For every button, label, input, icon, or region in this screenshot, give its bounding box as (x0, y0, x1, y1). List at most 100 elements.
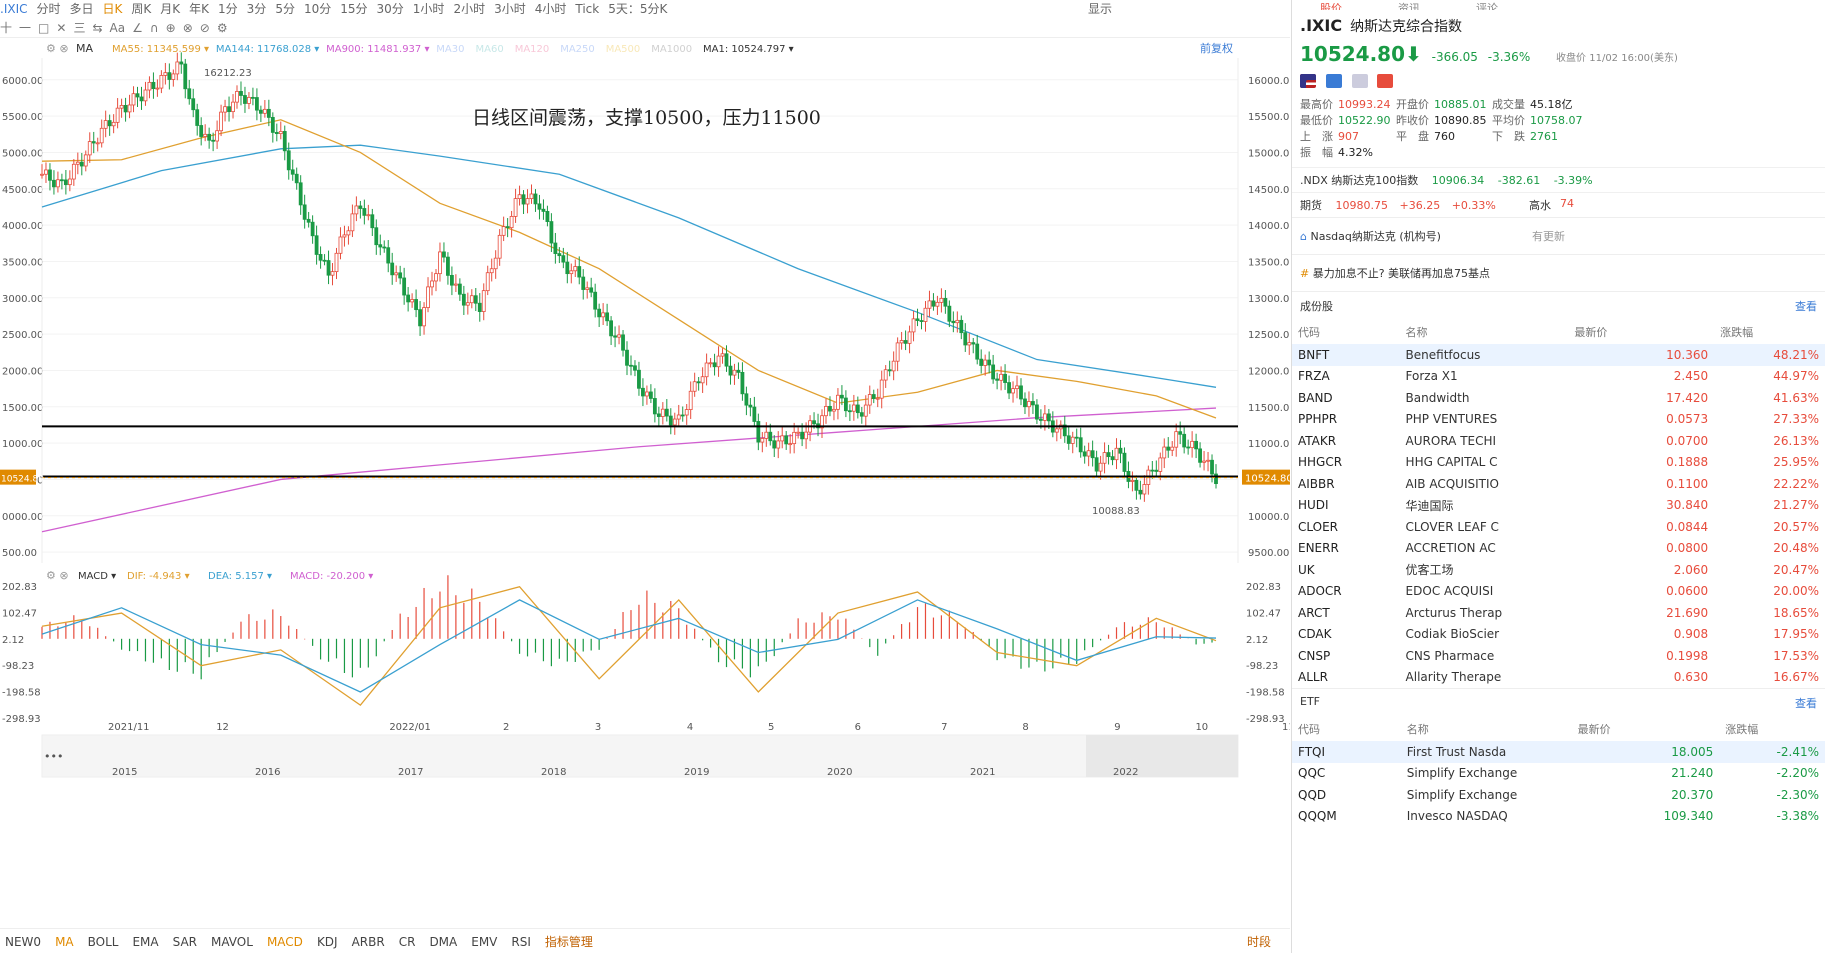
etf-more-link[interactable]: 查看 (1795, 697, 1817, 710)
side-tab[interactable]: 股价 (1320, 2, 1342, 10)
drawing-tool-icon[interactable]: 三 (73, 21, 86, 35)
drawing-tool-icon[interactable]: ⊕ (165, 21, 176, 35)
column-header[interactable]: 代码 (1298, 723, 1320, 736)
indicator-tab[interactable]: MAVOL (211, 935, 253, 949)
table-row[interactable]: HUDI 华迪国际 30.840 21.27% (1292, 495, 1825, 517)
column-header[interactable]: 名称 (1406, 723, 1429, 736)
column-header[interactable]: 名称 (1405, 326, 1428, 339)
document-icon[interactable] (1351, 74, 1368, 88)
symbol-label[interactable]: .IXIC (0, 2, 28, 14)
period-tab[interactable]: 5天：5分K (608, 2, 668, 14)
table-row[interactable]: UK 优客工场 2.060 20.47% (1292, 559, 1825, 581)
table-row[interactable]: CLOER CLOVER LEAF C 0.0844 20.57% (1292, 516, 1825, 538)
table-row[interactable]: CDAK Codiak BioScier 0.908 17.95% (1292, 624, 1825, 646)
candle-body (549, 221, 554, 244)
drawing-tool-icon[interactable]: 一 (19, 21, 32, 35)
indicator-tab[interactable]: ARBR (351, 935, 385, 949)
institution-row[interactable]: ⌂ Nasdaq纳斯达克 (机构号) 有更新 (1292, 217, 1825, 254)
table-row[interactable]: PPHPR PHP VENTURES 0.0573 27.33% (1292, 409, 1825, 431)
session-button[interactable]: 时段 (1246, 935, 1271, 949)
period-tab[interactable]: 2小时 (453, 2, 486, 14)
table-row[interactable]: ATAKR AURORA TECHI 0.0700 26.13% (1292, 430, 1825, 452)
column-header[interactable]: 涨跌幅 (1725, 723, 1759, 736)
drawing-tool-icon[interactable]: ⚙ (216, 21, 228, 35)
period-tab[interactable]: 30分 (376, 2, 404, 14)
drawing-tool-icon[interactable]: ∠ (132, 21, 143, 35)
ma-legend-item: MA30 (436, 44, 464, 55)
table-row[interactable]: BAND Bandwidth 17.420 41.63% (1292, 387, 1825, 409)
period-tab[interactable]: 3小时 (494, 2, 526, 14)
x-axis-label: 2 (503, 722, 509, 733)
ndx-row[interactable]: .NDX 纳斯达克100指数 10906.34 -382.61 -3.39% (1292, 167, 1825, 192)
table-row[interactable]: ARCT Arcturus Therap 21.690 18.65% (1292, 602, 1825, 624)
indicator-tab[interactable]: KDJ (316, 935, 338, 949)
period-tab[interactable]: 1小时 (412, 2, 445, 14)
constituents-more-link[interactable]: 查看 (1795, 300, 1817, 313)
indicator-tab[interactable]: BOLL (87, 935, 119, 949)
column-header[interactable]: 最新价 (1574, 326, 1608, 339)
drawing-tool-icon[interactable]: □ (38, 21, 50, 35)
indicator-tab[interactable]: NEW0 (5, 935, 42, 949)
period-tab[interactable]: 5分 (275, 2, 295, 14)
indicator-tab[interactable]: DMA (429, 935, 458, 949)
table-row[interactable]: FTQI First Trust Nasda 18.005 -2.41% (1292, 741, 1825, 763)
table-row[interactable]: QQC Simplify Exchange 21.240 -2.20% (1292, 763, 1825, 785)
display-menu[interactable]: 显示 (1088, 2, 1113, 14)
drawing-tool-icon[interactable]: ⊗ (182, 21, 193, 35)
indicator-tab[interactable]: MA (55, 935, 74, 949)
candle-body (1130, 479, 1135, 482)
period-tab[interactable]: 日K (102, 2, 123, 14)
drawing-tool-icon[interactable]: ✕ (56, 21, 67, 35)
column-header[interactable]: 代码 (1298, 326, 1320, 339)
macd-tick-left: 202.83 (2, 582, 37, 593)
period-tab[interactable]: 月K (160, 2, 181, 14)
heart-icon[interactable] (1377, 74, 1394, 88)
kline-chart[interactable]: ⚙ ⊗ MA MA55: 11345.599 ▾ MA144: 11768.028 ▾… (0, 38, 1290, 928)
futures-row[interactable]: 期货 10980.75 +36.25 +0.33% 高水 74 (1292, 192, 1825, 217)
indicator-tab[interactable]: MACD (266, 935, 303, 949)
side-tab[interactable]: 资讯 (1398, 2, 1420, 10)
table-row[interactable]: ALLR Allarity Therape 0.630 16.67% (1292, 667, 1825, 689)
period-tab[interactable]: 10分 (303, 2, 332, 14)
table-row[interactable]: ADOCR EDOC ACQUISI 0.0600 20.00% (1292, 581, 1825, 603)
period-tab[interactable]: 年K (189, 2, 210, 14)
drawing-tool-icon[interactable]: Aa (109, 21, 126, 35)
period-tab[interactable]: 4小时 (534, 2, 567, 14)
drawing-tool-icon[interactable]: ⊘ (199, 21, 210, 35)
period-tab[interactable]: 分时 (36, 2, 61, 14)
table-row[interactable]: HHGCR HHG CAPITAL C 0.1888 25.95% (1292, 452, 1825, 474)
row-price: 0.0800 (1666, 541, 1709, 556)
indicator-tab[interactable]: EMV (471, 935, 498, 949)
table-row[interactable]: QQD Simplify Exchange 20.370 -2.30% (1292, 784, 1825, 806)
period-tab[interactable]: Tick (575, 2, 600, 14)
drawing-tool-icon[interactable]: ⇆ (92, 21, 103, 35)
lightning-icon[interactable] (1325, 74, 1342, 88)
table-row[interactable]: CNSP CNS Pharmace 0.1998 17.53% (1292, 645, 1825, 667)
table-row[interactable]: ENERR ACCRETION AC 0.0800 20.48% (1292, 538, 1825, 560)
indicator-tab[interactable]: SAR (172, 935, 198, 949)
table-row[interactable]: FRZA Forza X1 2.450 44.97% (1292, 366, 1825, 388)
drawing-tool-icon[interactable]: 十 (0, 21, 13, 35)
column-header[interactable]: 最新价 (1577, 723, 1611, 736)
period-tab[interactable]: 1分 (218, 2, 238, 14)
period-tab[interactable]: 3分 (246, 2, 267, 14)
candle-body (171, 73, 176, 80)
indicator-tab[interactable]: RSI (511, 935, 531, 949)
x-axis-label: 4 (687, 722, 693, 733)
indicator-tab[interactable]: EMA (132, 935, 159, 949)
indicator-manager-button[interactable]: 指标管理 (544, 935, 593, 949)
us-flag-icon[interactable] (1300, 74, 1316, 88)
drawing-tool-icon[interactable]: ∩ (149, 21, 159, 35)
side-tab[interactable]: 评论 (1476, 2, 1498, 10)
column-header[interactable]: 涨跌幅 (1720, 326, 1754, 339)
chart-area[interactable]: ⚙ ⊗ MA MA55: 11345.599 ▾ MA144: 11768.028 ▾… (0, 38, 1290, 928)
table-row[interactable]: AIBBR AIB ACQUISITIO 0.1100 22.22% (1292, 473, 1825, 495)
table-row[interactable]: QQQM Invesco NASDAQ 109.340 -3.38% (1292, 806, 1825, 828)
period-tab[interactable]: 15分 (340, 2, 368, 14)
table-row[interactable]: BNFT Benefitfocus 10.360 48.21% (1292, 344, 1825, 366)
period-tab[interactable]: 周K (131, 2, 152, 14)
news-row[interactable]: # 暴力加息不止? 美联储再加息75基点 (1292, 254, 1825, 291)
period-tab[interactable]: 多日 (69, 2, 94, 14)
indicator-tab[interactable]: CR (398, 935, 416, 949)
row-price: 0.0700 (1666, 433, 1709, 448)
